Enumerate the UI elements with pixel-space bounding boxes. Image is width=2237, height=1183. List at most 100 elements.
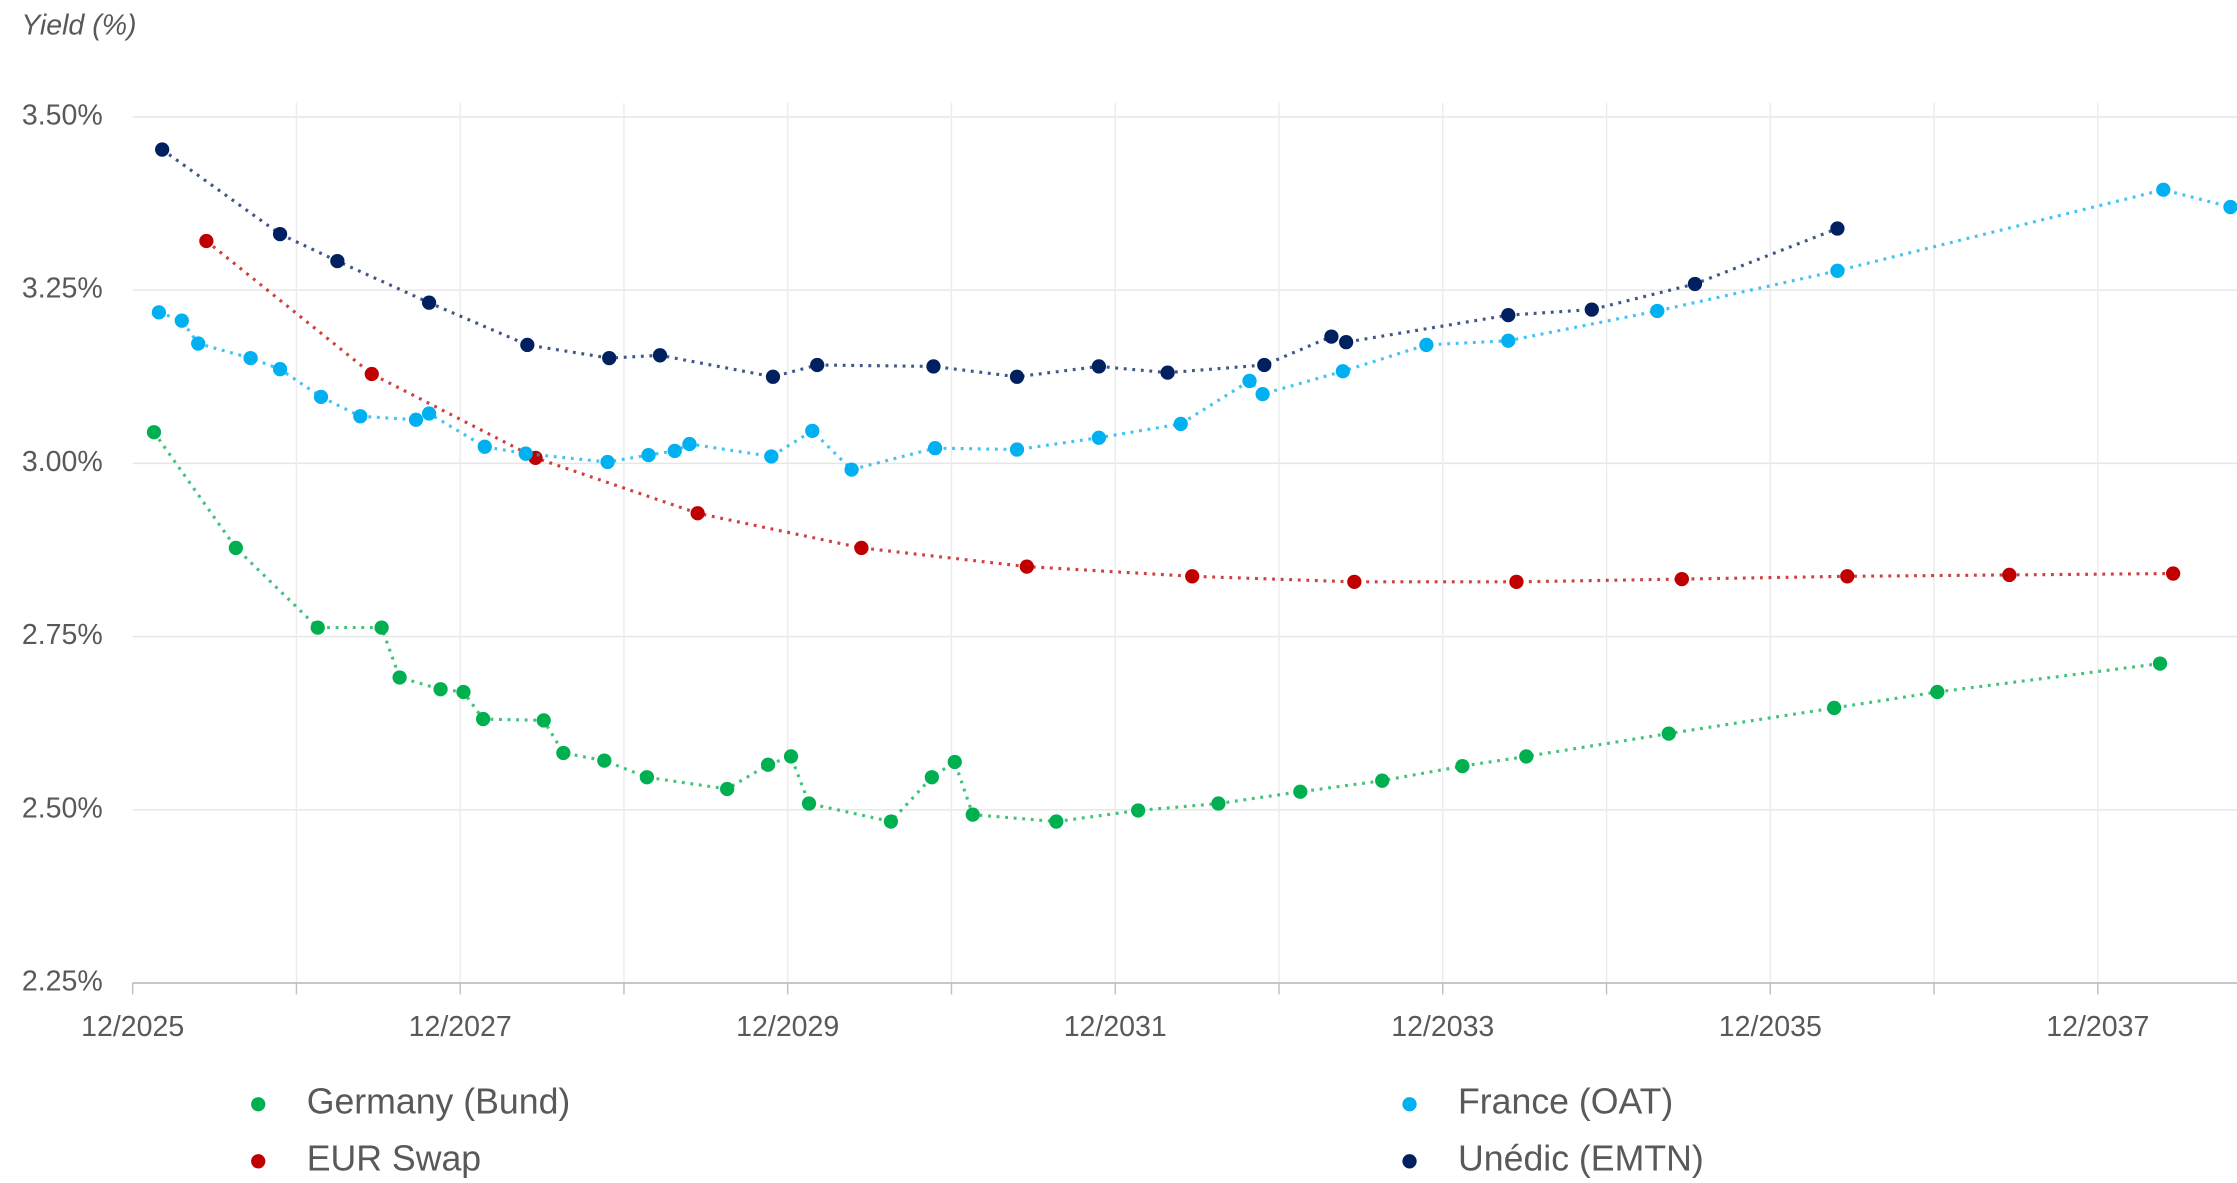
data-point bbox=[1584, 302, 1599, 317]
data-point bbox=[1009, 369, 1025, 384]
data-point bbox=[927, 441, 943, 456]
data-point bbox=[1419, 337, 1434, 353]
data-point bbox=[639, 770, 655, 785]
y-tick-label: 2.25% bbox=[22, 966, 103, 998]
data-point bbox=[1335, 364, 1351, 379]
data-point bbox=[926, 359, 941, 374]
legend-label: Germany (Bund) bbox=[307, 1082, 571, 1122]
data-point bbox=[421, 295, 437, 310]
data-point bbox=[1661, 726, 1676, 741]
x-tick-label: 12/2037 bbox=[2046, 1011, 2149, 1043]
data-point bbox=[1255, 386, 1270, 402]
data-point bbox=[765, 369, 781, 384]
x-tick-label: 12/2025 bbox=[81, 1011, 184, 1043]
data-point bbox=[1185, 569, 1200, 584]
y-axis-label: Yield (%) bbox=[21, 10, 136, 42]
data-point bbox=[1674, 571, 1689, 587]
data-point bbox=[477, 439, 492, 454]
data-point bbox=[272, 226, 288, 242]
data-point bbox=[1519, 749, 1534, 764]
data-point bbox=[883, 814, 899, 829]
data-point bbox=[146, 425, 162, 440]
data-point bbox=[854, 540, 869, 556]
data-point bbox=[353, 409, 368, 424]
data-point bbox=[2166, 566, 2181, 581]
data-point bbox=[1009, 442, 1025, 457]
data-point bbox=[1347, 574, 1362, 589]
data-point bbox=[641, 447, 656, 463]
data-point bbox=[965, 807, 980, 822]
data-point bbox=[364, 366, 379, 382]
data-point bbox=[2002, 567, 2017, 583]
data-point bbox=[520, 337, 535, 353]
data-point bbox=[924, 770, 939, 785]
y-tick-label: 2.75% bbox=[22, 619, 103, 651]
data-point bbox=[1509, 574, 1524, 589]
series-line bbox=[152, 431, 2161, 824]
data-point bbox=[1211, 796, 1226, 811]
data-point bbox=[475, 711, 491, 727]
data-point bbox=[228, 540, 243, 556]
data-point bbox=[330, 253, 345, 269]
data-point bbox=[310, 620, 325, 635]
series-line bbox=[161, 148, 1838, 379]
legend-marker bbox=[1402, 1154, 1417, 1169]
data-point bbox=[1650, 303, 1665, 319]
data-point bbox=[1324, 329, 1339, 344]
data-point bbox=[760, 757, 776, 772]
data-point bbox=[1375, 773, 1390, 788]
data-point bbox=[1455, 758, 1470, 774]
data-point bbox=[433, 682, 448, 697]
data-point bbox=[1131, 803, 1146, 818]
x-tick-label: 12/2027 bbox=[409, 1011, 512, 1043]
x-tick-label: 12/2031 bbox=[1064, 1011, 1167, 1043]
data-point bbox=[1049, 814, 1064, 829]
data-point bbox=[408, 412, 424, 427]
series-line bbox=[158, 188, 2231, 472]
data-point bbox=[1242, 373, 1257, 389]
data-point bbox=[1501, 307, 1516, 323]
data-point bbox=[690, 506, 705, 521]
data-point bbox=[1339, 335, 1354, 350]
x-tick-label: 12/2033 bbox=[1391, 1011, 1494, 1043]
data-point bbox=[518, 446, 533, 461]
data-point bbox=[1930, 684, 1945, 700]
data-point bbox=[652, 348, 668, 363]
y-tick-label: 3.50% bbox=[22, 100, 103, 132]
data-point bbox=[392, 670, 407, 685]
data-point bbox=[1687, 276, 1703, 292]
data-point bbox=[151, 305, 167, 320]
data-point bbox=[421, 406, 437, 421]
data-point bbox=[810, 357, 825, 373]
data-point bbox=[1091, 359, 1106, 374]
data-point bbox=[1827, 700, 1842, 716]
data-point bbox=[947, 754, 962, 770]
data-point bbox=[155, 142, 170, 157]
data-point bbox=[313, 389, 329, 405]
data-point bbox=[844, 462, 859, 477]
legend-marker bbox=[251, 1097, 266, 1112]
legend-label: Unédic (EMTN) bbox=[1458, 1139, 1704, 1179]
data-point bbox=[667, 443, 682, 459]
data-point bbox=[536, 713, 551, 728]
data-point bbox=[602, 350, 617, 366]
data-point bbox=[764, 449, 779, 464]
data-point bbox=[600, 454, 615, 470]
x-tick-label: 12/2029 bbox=[736, 1011, 839, 1043]
data-point bbox=[1160, 365, 1175, 380]
data-point bbox=[597, 753, 612, 768]
data-point bbox=[1091, 430, 1106, 445]
data-point bbox=[1173, 416, 1188, 432]
legend-label: EUR Swap bbox=[307, 1139, 481, 1179]
data-point bbox=[682, 436, 697, 452]
data-point bbox=[374, 620, 389, 635]
y-tick-label: 3.00% bbox=[22, 446, 103, 478]
data-point bbox=[805, 423, 820, 438]
data-point bbox=[719, 781, 735, 797]
data-point bbox=[1840, 569, 1855, 584]
series-line bbox=[205, 239, 2174, 584]
data-point bbox=[199, 233, 214, 249]
data-point bbox=[801, 796, 817, 811]
data-point bbox=[1257, 357, 1272, 373]
